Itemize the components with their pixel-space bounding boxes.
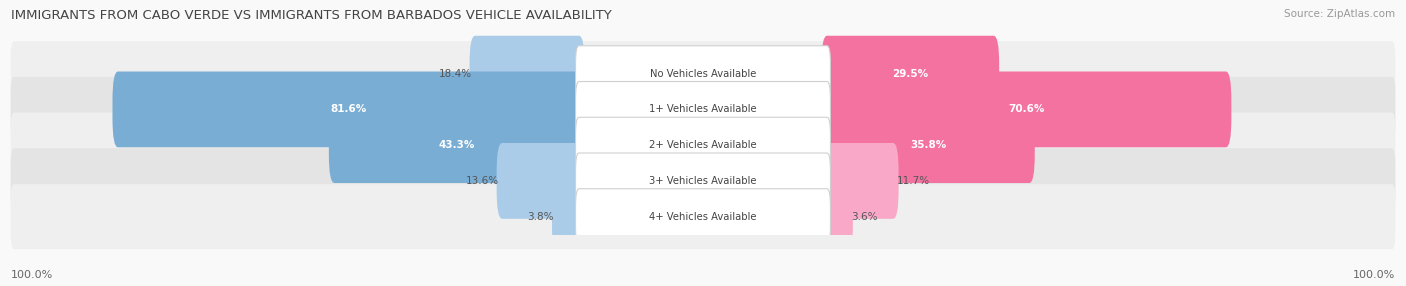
Text: 2+ Vehicles Available: 2+ Vehicles Available (650, 140, 756, 150)
FancyBboxPatch shape (821, 179, 853, 255)
FancyBboxPatch shape (821, 107, 1035, 183)
Text: 3+ Vehicles Available: 3+ Vehicles Available (650, 176, 756, 186)
FancyBboxPatch shape (496, 143, 585, 219)
FancyBboxPatch shape (575, 82, 831, 137)
Text: 1+ Vehicles Available: 1+ Vehicles Available (650, 104, 756, 114)
Text: 3.6%: 3.6% (851, 212, 877, 222)
FancyBboxPatch shape (11, 113, 1395, 178)
Text: 43.3%: 43.3% (439, 140, 475, 150)
Text: No Vehicles Available: No Vehicles Available (650, 69, 756, 79)
FancyBboxPatch shape (11, 184, 1395, 249)
Text: 81.6%: 81.6% (330, 104, 367, 114)
Text: 3.8%: 3.8% (527, 212, 554, 222)
FancyBboxPatch shape (575, 189, 831, 245)
FancyBboxPatch shape (11, 77, 1395, 142)
Text: Source: ZipAtlas.com: Source: ZipAtlas.com (1284, 9, 1395, 19)
FancyBboxPatch shape (821, 143, 898, 219)
Text: IMMIGRANTS FROM CABO VERDE VS IMMIGRANTS FROM BARBADOS VEHICLE AVAILABILITY: IMMIGRANTS FROM CABO VERDE VS IMMIGRANTS… (11, 9, 612, 21)
FancyBboxPatch shape (11, 41, 1395, 106)
FancyBboxPatch shape (575, 153, 831, 209)
Text: 100.0%: 100.0% (11, 270, 53, 280)
Text: 13.6%: 13.6% (465, 176, 499, 186)
FancyBboxPatch shape (112, 72, 585, 147)
Text: 4+ Vehicles Available: 4+ Vehicles Available (650, 212, 756, 222)
FancyBboxPatch shape (11, 148, 1395, 213)
Text: 35.8%: 35.8% (910, 140, 946, 150)
Text: 11.7%: 11.7% (897, 176, 929, 186)
Text: 18.4%: 18.4% (439, 69, 471, 79)
Text: 100.0%: 100.0% (1353, 270, 1395, 280)
FancyBboxPatch shape (575, 46, 831, 102)
FancyBboxPatch shape (470, 36, 585, 112)
FancyBboxPatch shape (821, 72, 1232, 147)
Text: 29.5%: 29.5% (893, 69, 928, 79)
FancyBboxPatch shape (575, 117, 831, 173)
FancyBboxPatch shape (553, 179, 585, 255)
FancyBboxPatch shape (821, 36, 1000, 112)
FancyBboxPatch shape (329, 107, 585, 183)
Text: 70.6%: 70.6% (1008, 104, 1045, 114)
